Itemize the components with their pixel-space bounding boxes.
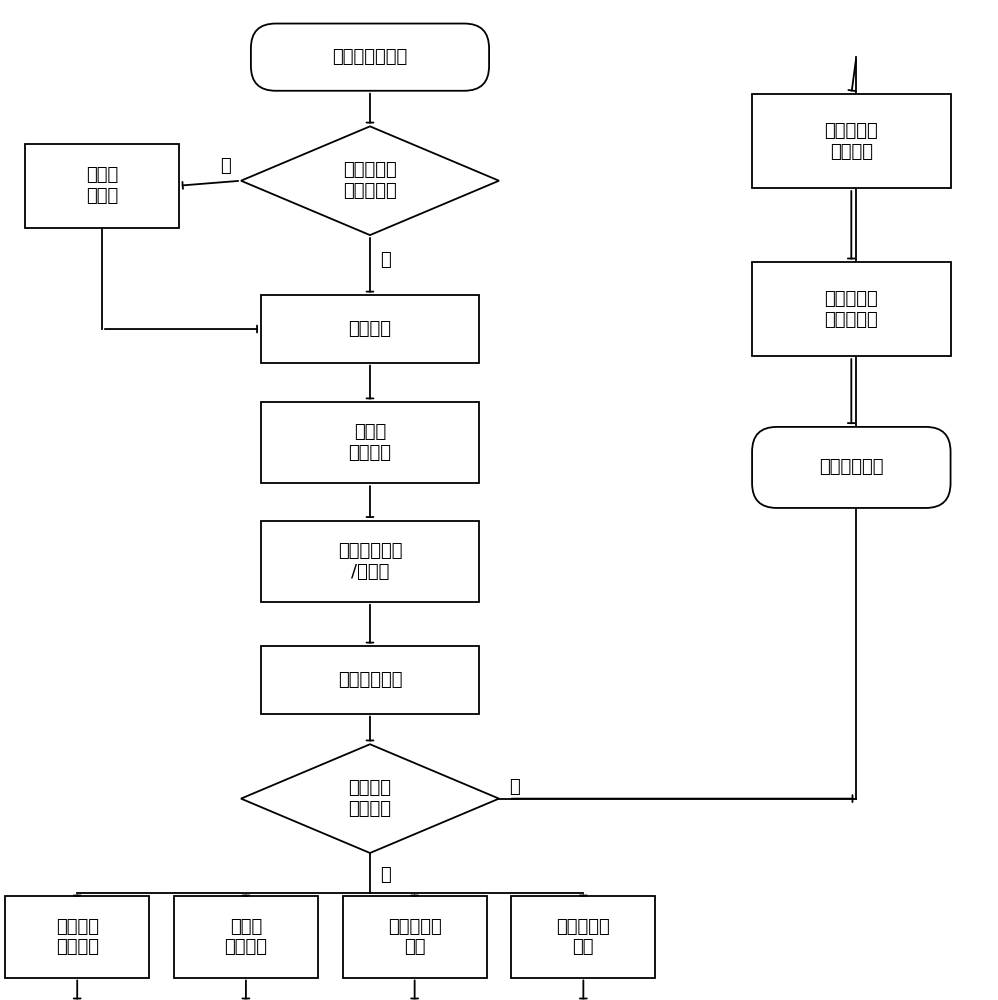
Text: 表面功能团
接枝: 表面功能团 接枝 [388, 918, 441, 956]
Text: 加热至玻璃
转化温度: 加热至玻璃 转化温度 [824, 122, 878, 161]
Bar [260, 646, 479, 714]
Text: 是: 是 [380, 866, 390, 884]
Bar [260, 402, 479, 483]
Text: 紫外曝光成型: 紫外曝光成型 [337, 671, 402, 689]
Text: 倒入相应模板
/容器中: 倒入相应模板 /容器中 [337, 542, 402, 581]
Bar [511, 896, 656, 978]
Text: 抽真空
排除气泡: 抽真空 排除气泡 [348, 423, 391, 462]
Bar [25, 144, 179, 228]
Text: 否: 否 [509, 778, 520, 796]
Text: 匀胶机
表面涂层: 匀胶机 表面涂层 [225, 918, 267, 956]
Polygon shape [241, 126, 499, 235]
Bar [260, 521, 479, 602]
Text: 是否进行
表面修饰: 是否进行 表面修饰 [348, 779, 391, 818]
Text: 紫外曝光封装: 紫外曝光封装 [819, 458, 883, 476]
Text: 等离子体
表面活化: 等离子体 表面活化 [56, 918, 99, 956]
Text: 表面粗糙度
处理: 表面粗糙度 处理 [557, 918, 610, 956]
FancyBboxPatch shape [250, 24, 489, 91]
Text: 否: 否 [380, 251, 390, 269]
Text: 是: 是 [221, 157, 232, 175]
Bar [5, 896, 149, 978]
Bar [342, 896, 487, 978]
Bar [752, 94, 950, 188]
Bar [752, 262, 950, 356]
Text: 称量预聚物重量: 称量预聚物重量 [332, 48, 407, 66]
Polygon shape [241, 744, 499, 853]
Bar [174, 896, 318, 978]
Text: 两部分材料
定位、压紧: 两部分材料 定位、压紧 [824, 290, 878, 329]
FancyBboxPatch shape [752, 427, 950, 508]
Text: 加入改
性试剂: 加入改 性试剂 [86, 166, 118, 205]
Bar [260, 295, 479, 363]
Text: 是否进行内
部结构改性: 是否进行内 部结构改性 [343, 161, 397, 200]
Text: 充分混合: 充分混合 [348, 320, 391, 338]
